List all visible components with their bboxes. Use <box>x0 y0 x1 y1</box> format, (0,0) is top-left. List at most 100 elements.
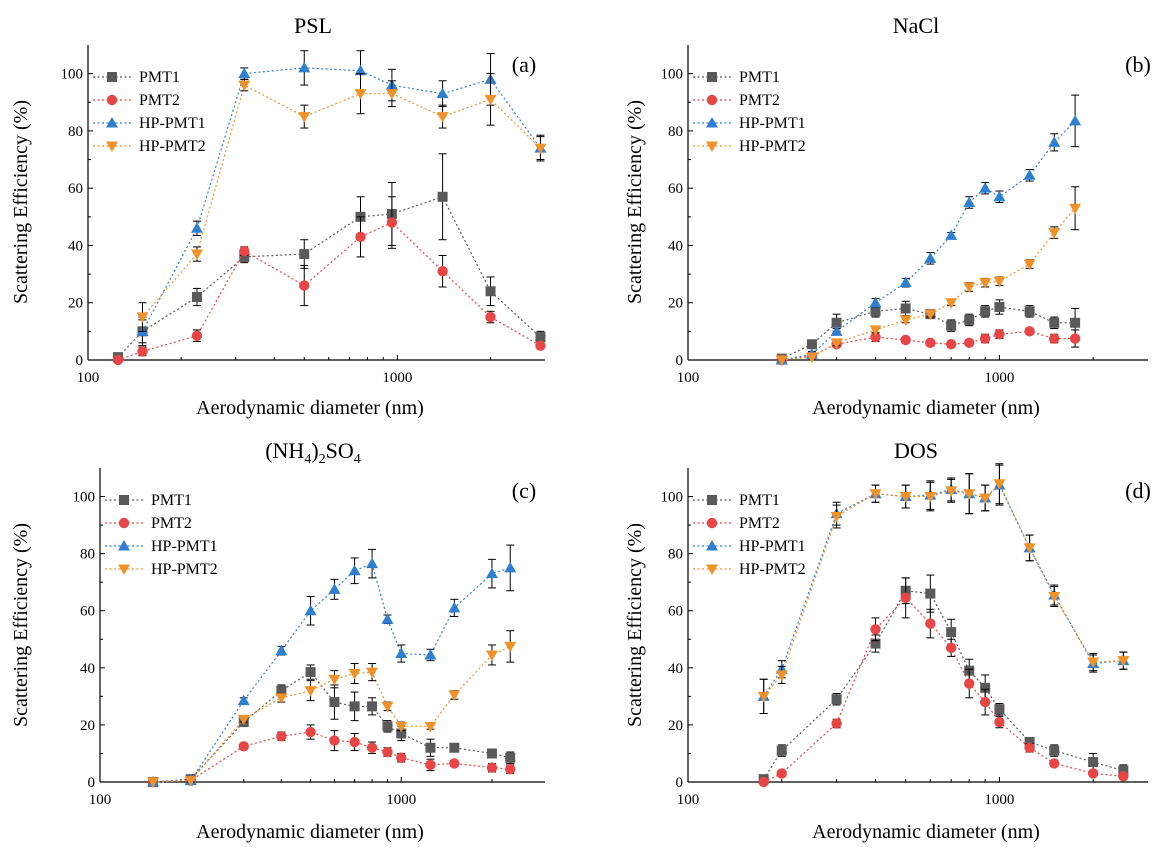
data-point <box>275 693 288 704</box>
data-point <box>830 338 843 349</box>
data-point <box>925 337 936 349</box>
data-point <box>238 80 251 92</box>
data-point <box>348 564 361 576</box>
data-point <box>805 352 818 364</box>
data-point <box>329 735 340 746</box>
data-point <box>329 697 340 708</box>
y-tick-label: 100 <box>661 490 684 506</box>
legend-item: HP-PMT1 <box>93 115 206 132</box>
legend: PMT1 PMT2 HP-PMT1 HP-PMT2 <box>93 69 206 155</box>
data-point <box>776 768 787 779</box>
legend-marker <box>706 564 718 575</box>
data-point <box>1024 737 1035 748</box>
data-point <box>386 217 398 228</box>
data-point <box>381 701 394 713</box>
y-tick-label: 0 <box>76 353 84 369</box>
data-point <box>276 731 287 742</box>
data-point <box>1024 742 1035 753</box>
data-point <box>304 604 317 616</box>
data-point <box>1048 591 1061 603</box>
data-point <box>112 354 124 366</box>
data-point <box>1070 317 1081 328</box>
data-point <box>366 742 378 753</box>
data-point <box>136 312 149 324</box>
data-point <box>448 690 461 701</box>
data-point <box>979 493 992 504</box>
series-hp-pmt1 <box>775 94 1082 365</box>
data-point <box>870 306 881 317</box>
y-tick-label: 0 <box>676 775 684 791</box>
series-line <box>117 196 541 358</box>
legend-label: HP-PMT1 <box>151 538 218 555</box>
data-point <box>993 479 1006 490</box>
y-tick-label: 40 <box>668 238 683 254</box>
series-pmt1 <box>758 574 1129 785</box>
data-point <box>137 346 148 357</box>
panel-a-plot: 0 20 40 60 80 100 100 1000 PMT1 PMT2 HP-PMT1 HP-PMT… <box>61 45 547 386</box>
y-tick-label: 40 <box>668 661 683 677</box>
data-point <box>1049 333 1060 344</box>
series-pmt2 <box>112 196 546 366</box>
panel-b-ylabel: Scattering Efficiency (%) <box>624 100 646 304</box>
legend-item: PMT2 <box>693 92 780 109</box>
panel-a-letter: (a) <box>512 52 536 77</box>
data-point <box>994 716 1005 728</box>
legend-marker <box>118 517 130 529</box>
data-point <box>925 618 936 629</box>
x-tick-label: 1000 <box>382 370 412 386</box>
legend-item: PMT2 <box>93 92 180 109</box>
y-tick-label: 20 <box>668 296 683 312</box>
panel-b-xlabel: Aerodynamic diameter (nm) <box>812 397 1040 419</box>
legend-label: HP-PMT2 <box>739 561 806 578</box>
data-point <box>424 721 437 733</box>
series-hp-pmt1 <box>757 464 1130 714</box>
legend-label: HP-PMT2 <box>151 561 218 578</box>
data-point <box>1069 203 1082 215</box>
data-point <box>830 512 843 523</box>
data-point <box>437 191 448 202</box>
data-point <box>304 686 317 697</box>
series-line <box>152 645 511 783</box>
legend-marker <box>119 495 129 505</box>
legend: PMT1 PMT2 HP-PMT1 HP-PMT2 <box>693 69 806 155</box>
series-line <box>763 482 1124 697</box>
data-point <box>354 64 367 76</box>
axes: 0 20 40 60 80 100 100 1000 <box>661 45 1148 386</box>
legend-marker <box>106 117 118 128</box>
series-hp-pmt2 <box>147 630 517 788</box>
data-point <box>1069 333 1081 344</box>
data-point <box>1088 757 1099 768</box>
data-point <box>945 642 957 654</box>
series-line <box>141 67 541 332</box>
series-line <box>781 120 1076 361</box>
data-point <box>184 776 197 787</box>
data-point <box>1087 657 1100 669</box>
data-point <box>425 759 436 771</box>
data-point <box>298 61 311 73</box>
series-line <box>152 562 511 783</box>
x-tick-label: 1000 <box>984 370 1014 386</box>
x-tick-label: 100 <box>677 792 700 808</box>
y-tick-label: 60 <box>668 181 683 197</box>
data-point <box>1087 768 1099 779</box>
data-point <box>1049 745 1060 756</box>
legend-item: HP-PMT2 <box>693 138 806 155</box>
data-point <box>899 315 912 326</box>
series-line <box>152 671 511 783</box>
data-point <box>305 726 316 738</box>
legend-item: PMT1 <box>693 492 780 509</box>
data-point <box>994 704 1005 715</box>
data-point <box>190 222 203 233</box>
panel-c-letter: (c) <box>512 478 536 503</box>
panel-d-plot: 0 20 40 60 80 100 100 1000 PMT1 PMT2 HP-PMT1 HP-PMT… <box>661 463 1148 808</box>
panel-c: (NH4)2SO4 Scattering Efficiency (%) Aero… <box>10 438 545 843</box>
panel-c-title: (NH4)2SO4 <box>265 438 361 467</box>
panel-a-title: PSL <box>294 13 332 38</box>
y-tick-label: 80 <box>68 124 83 140</box>
legend-item: HP-PMT1 <box>105 538 218 555</box>
y-tick-label: 60 <box>68 181 83 197</box>
data-point <box>190 249 203 261</box>
panel-b: NaCl Scattering Efficiency (%) Aerodynam… <box>624 13 1151 419</box>
legend-marker <box>106 141 118 152</box>
data-point <box>425 742 436 753</box>
